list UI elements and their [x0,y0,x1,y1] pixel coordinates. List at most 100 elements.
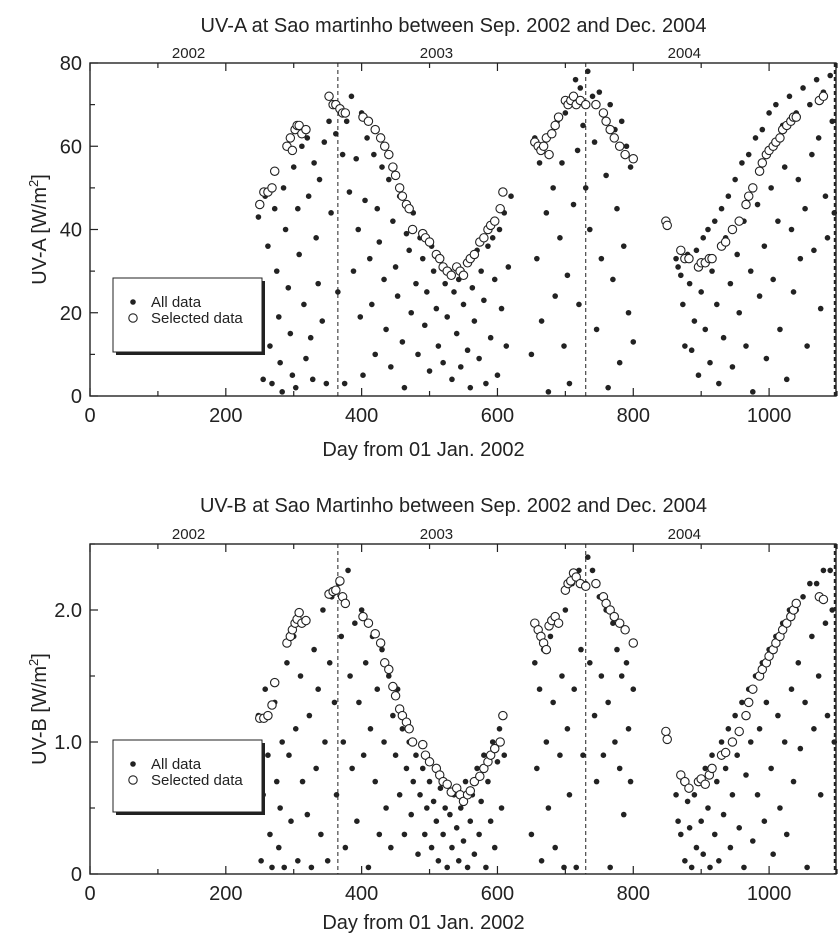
all-data-point [600,752,607,758]
all-data-point [770,851,776,857]
selected-data-point [550,120,560,131]
all-data-point [623,660,630,666]
all-data-point [335,289,341,295]
chart-panel-2: UV-B at Sao Martinho between Sep. 2002 a… [26,495,838,934]
all-data-point [313,765,319,772]
all-data-point [440,831,446,838]
all-data-point [827,72,834,79]
all-data-point [281,864,288,871]
selected-data-point [601,116,611,127]
all-data-point [698,289,704,295]
all-data-point [258,858,264,864]
all-data-point [403,765,410,772]
all-data-point [413,280,419,287]
selected-data-point [707,253,717,264]
all-data-point [711,218,718,224]
all-data-point [607,864,613,871]
all-data-point [282,226,289,233]
all-data-point [280,185,287,191]
all-data-point [770,276,776,283]
selected-data-point [489,743,500,754]
y-tick-label: 0 [71,386,82,408]
all-data-point [410,778,417,785]
selected-data-point [748,684,758,694]
selected-data-point [340,598,351,609]
all-data-point [700,235,707,241]
all-data-point [829,607,836,613]
all-data-point [756,293,763,299]
all-data-point [415,351,421,358]
selected-data-point [684,783,694,793]
selected-data-point [407,224,418,235]
selected-data-point [757,158,768,168]
all-data-point [623,143,630,150]
selected-data-point [370,124,380,135]
all-data-point [574,147,581,154]
all-data-point [790,778,797,785]
x-axis-label: Day from 01 Jan. 2002 [322,439,524,461]
all-data-point [536,160,543,166]
y-tick-label: 0 [71,864,82,886]
all-data-point [462,778,469,785]
selected-data-point [489,216,500,226]
all-data-point [437,785,444,791]
all-data-point [489,235,496,241]
all-data-point [269,864,275,871]
selected-data-point [614,141,625,152]
selected-data-point [734,726,744,737]
selected-data-point [743,697,754,708]
all-data-point [747,268,754,274]
all-data-point [734,251,740,258]
all-data-point [707,864,713,871]
all-data-point [749,838,756,844]
all-data-point [720,811,727,818]
all-data-point [783,831,790,838]
all-data-point [589,93,596,100]
legend-all-marker [130,761,136,767]
all-data-point [797,255,804,262]
selected-data-point [741,199,751,210]
legend-selected-marker [128,775,138,785]
all-data-point [786,93,793,100]
selected-data-point [662,220,672,231]
all-data-point [498,805,505,811]
x-tick-label: 600 [481,405,514,427]
all-data-point [827,567,834,574]
all-data-point [680,301,686,308]
all-data-point [346,189,353,195]
all-data-point [460,301,467,308]
selected-data-point [301,124,311,135]
all-data-point [419,765,426,772]
all-data-point [620,811,627,818]
all-data-point [691,318,698,324]
all-data-point [716,858,722,864]
selected-data-point [743,191,754,201]
all-data-point [476,831,482,838]
all-data-point [702,326,709,333]
all-data-point [580,752,586,758]
selected-data-point [553,112,564,122]
selected-data-point [628,153,639,164]
selected-data-point [375,133,386,143]
all-data-point [433,818,440,824]
all-data-point [320,607,326,613]
all-data-point [358,607,365,613]
all-data-point [435,343,442,349]
selected-data-point [475,771,485,782]
all-data-point [277,359,283,366]
all-data-point [299,143,305,150]
all-data-point [754,201,761,208]
all-data-point [483,380,489,387]
selected-data-point [331,585,341,595]
all-data-point [809,633,815,640]
all-data-point [813,76,820,83]
selected-data-point [294,120,304,131]
selected-data-point [358,611,368,622]
all-data-point [401,831,408,838]
y-tick-label: 2.0 [54,600,82,622]
all-data-point [426,368,433,374]
all-data-point [301,301,307,308]
all-data-point [295,205,301,212]
all-data-point [494,372,501,378]
all-data-point [561,343,567,349]
